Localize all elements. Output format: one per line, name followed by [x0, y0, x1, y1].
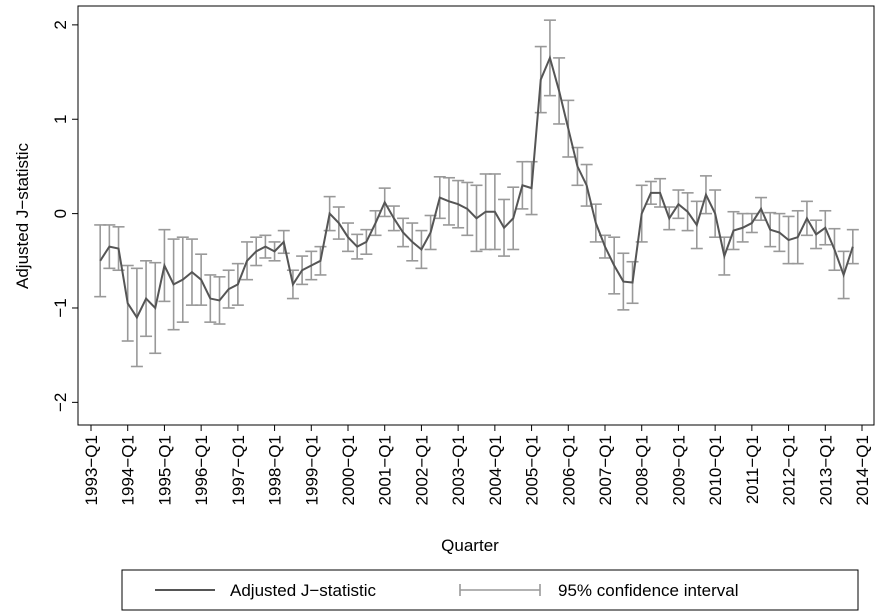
y-tick-label: 0 [51, 209, 70, 218]
x-tick-label: 1999−Q1 [302, 435, 321, 505]
x-tick-label: 2012−Q1 [780, 435, 799, 505]
x-tick-label: 2006−Q1 [559, 435, 578, 505]
y-axis-label: Adjusted J−statistic [13, 143, 32, 289]
plot-frame [77, 5, 875, 426]
x-tick-label: 2002−Q1 [412, 435, 431, 505]
series-line [99, 54, 854, 320]
x-tick-label: 2001−Q1 [376, 435, 395, 505]
legend-frame [121, 569, 859, 611]
y-tick-label: 1 [51, 115, 70, 124]
x-axis-label: Quarter [441, 536, 499, 555]
x-tick-label: 1993−Q1 [82, 435, 101, 505]
x-tick-label: 2009−Q1 [669, 435, 688, 505]
y-tick-label: −1 [51, 298, 70, 317]
x-tick-label: 2003−Q1 [449, 435, 468, 505]
x-tick-label: 1998−Q1 [266, 435, 285, 505]
x-tick-label: 2005−Q1 [523, 435, 542, 505]
x-tick-label: 2007−Q1 [596, 435, 615, 505]
x-tick-label: 2014−Q1 [853, 435, 872, 505]
y-tick-label: 2 [51, 20, 70, 29]
y-tick-label: −2 [51, 393, 70, 412]
x-tick-label: 2011−Q1 [743, 435, 762, 504]
x-tick-label: 1994−Q1 [119, 435, 138, 505]
x-tick-label: 2000−Q1 [339, 435, 358, 505]
legend-label: Adjusted J−statistic [230, 581, 376, 600]
legend-label: 95% confidence interval [558, 581, 739, 600]
x-tick-label: 2008−Q1 [633, 435, 652, 505]
x-tick-label: 1995−Q1 [155, 435, 174, 505]
x-tick-label: 1996−Q1 [192, 435, 211, 505]
x-tick-label: 2013−Q1 [816, 435, 835, 505]
x-tick-label: 2004−Q1 [486, 435, 505, 505]
x-tick-label: 1997−Q1 [229, 435, 248, 505]
x-tick-label: 2010−Q1 [706, 435, 725, 505]
